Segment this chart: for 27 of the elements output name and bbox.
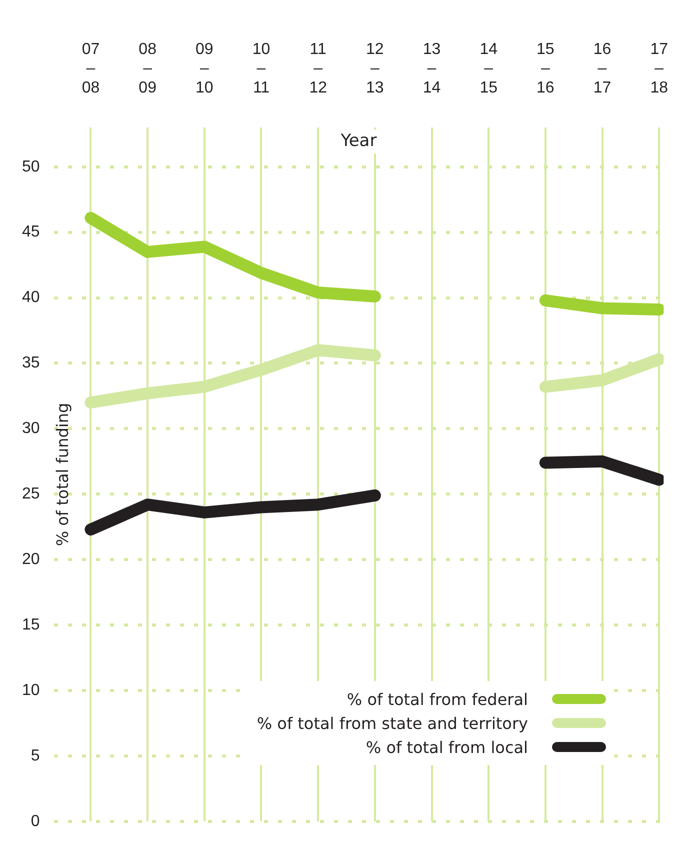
x-tick-label: 09–10 bbox=[196, 41, 214, 96]
y-tick-label: 25 bbox=[22, 486, 40, 503]
y-tick-label: 50 bbox=[22, 158, 40, 176]
x-tick-label: 08–09 bbox=[138, 41, 157, 96]
y-tick-label: 5 bbox=[30, 747, 40, 764]
legend-label: % of total from state and territory bbox=[256, 714, 528, 732]
x-tick-label: 11–12 bbox=[309, 41, 328, 96]
x-tick-label: 07–08 bbox=[82, 41, 100, 96]
y-axis-title: % of total funding bbox=[52, 402, 72, 546]
x-axis-title: Year bbox=[340, 131, 377, 152]
x-tick-label: 13–14 bbox=[422, 41, 441, 96]
y-tick-label: 10 bbox=[22, 682, 40, 699]
legend-label: % of total from local bbox=[366, 738, 528, 756]
x-tick-label: 12–13 bbox=[366, 41, 384, 96]
y-tick-label: 0 bbox=[30, 812, 40, 830]
y-tick-label: 45 bbox=[22, 224, 40, 241]
x-tick-label: 15–16 bbox=[536, 41, 554, 96]
y-tick-label: 35 bbox=[22, 354, 40, 372]
x-tick-label: 17–18 bbox=[650, 41, 668, 96]
legend-label: % of total from federal bbox=[346, 690, 528, 708]
x-tick-label: 10–11 bbox=[252, 41, 270, 96]
y-tick-label: 20 bbox=[22, 550, 40, 568]
y-tick-label: 15 bbox=[22, 616, 40, 634]
y-tick-label: 30 bbox=[22, 420, 40, 438]
y-tick-label: 40 bbox=[22, 289, 40, 306]
x-tick-label: 16–17 bbox=[593, 41, 612, 96]
x-tick-label: 14–15 bbox=[480, 41, 498, 96]
